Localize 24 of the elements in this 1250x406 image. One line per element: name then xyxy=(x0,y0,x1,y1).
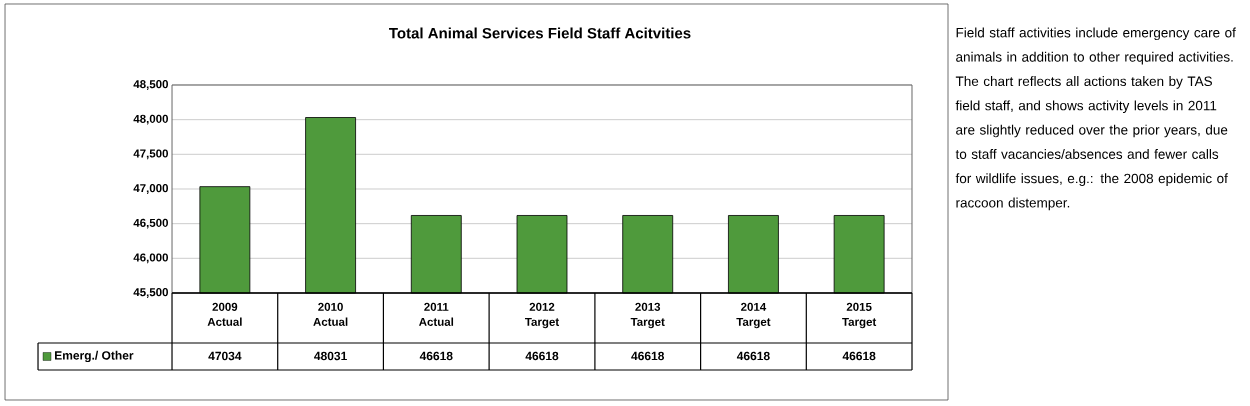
x-tick-label: 2015 Target xyxy=(842,302,877,329)
data-label: 46618 xyxy=(736,351,770,361)
x-tick-label: 2014 Target xyxy=(736,302,771,329)
y-tick-label: 47,500 xyxy=(133,149,169,160)
x-tick-label: 2009 Actual xyxy=(207,302,242,326)
data-label: 46618 xyxy=(842,351,876,361)
chart-title: Total Animal Services Field Staff Acitvities xyxy=(389,27,691,39)
data-label: 46618 xyxy=(525,351,559,361)
data-label: 46618 xyxy=(631,351,665,361)
legend-label: Emerg./ Other xyxy=(55,350,134,363)
y-tick-label: 46,000 xyxy=(133,253,169,264)
y-tick-label: 48,000 xyxy=(133,114,169,125)
y-tick-label: 48,500 xyxy=(133,80,169,90)
y-tick-label: 45,500 xyxy=(133,288,169,298)
y-tick-label: 47,000 xyxy=(133,184,169,194)
x-tick-label: 2010 Actual xyxy=(313,302,348,326)
x-tick-label: 2011 Actual xyxy=(419,302,454,326)
data-label: 48031 xyxy=(314,351,347,361)
data-label: 46618 xyxy=(419,351,453,361)
y-tick-label: 46,500 xyxy=(133,218,169,229)
data-label: 47034 xyxy=(208,351,242,361)
x-tick-label: 2012 Target xyxy=(524,302,560,329)
x-tick-label: 2013 Target xyxy=(630,302,665,329)
text: Field staff activities include emergency care of animals in addition to other required activities. The chart reflects all actions taken by TAS field staff, and shows activity levels in 2011 are slightly reduced over the prior years, due to staff vacancies/absences and fewer calls for wildlife issues, e.g.: the 2008 epidemic of raccoon distemper. xyxy=(955,27,1236,211)
